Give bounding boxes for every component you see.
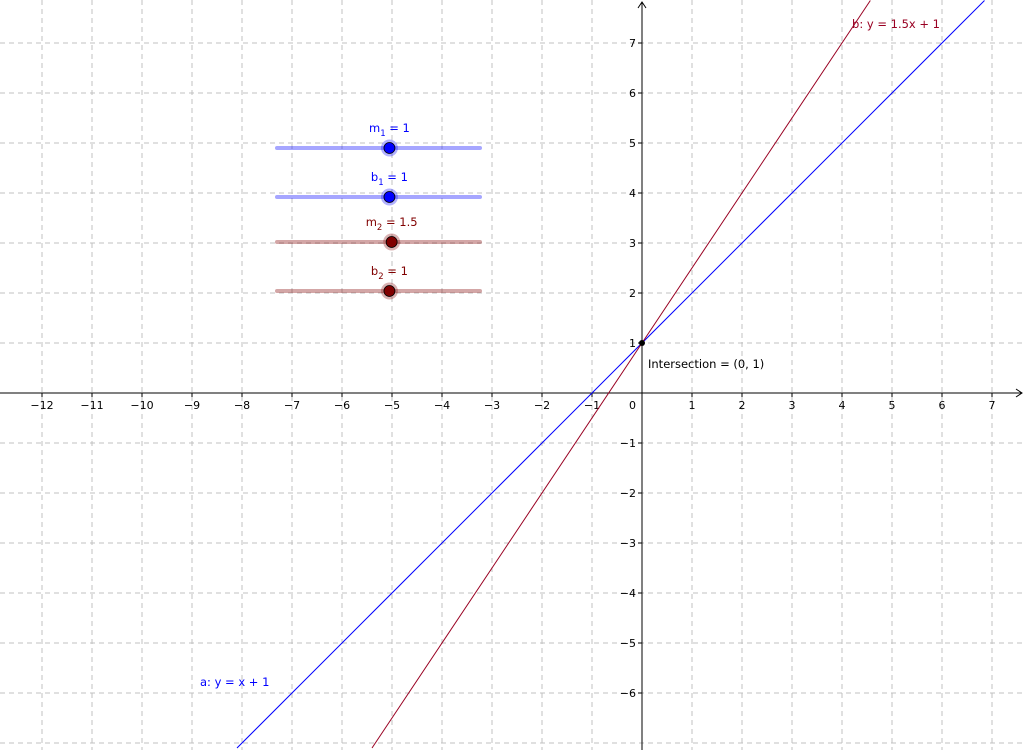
x-tick-label: 4 <box>839 399 846 412</box>
slider-m1-knob[interactable] <box>383 142 396 154</box>
slider-b2-knob[interactable] <box>383 285 396 297</box>
y-tick-label: −6 <box>620 687 636 700</box>
line-a-label: a: y = x + 1 <box>200 675 269 689</box>
y-tick-label: −1 <box>620 437 636 450</box>
y-tick-label: 1 <box>629 337 636 350</box>
x-tick-label: −6 <box>334 399 350 412</box>
y-tick-label: −5 <box>620 637 636 650</box>
y-tick-label: 4 <box>629 187 636 200</box>
slider-b2-label: b2 = 1 <box>371 264 408 282</box>
slider-m1-label: m1 = 1 <box>369 121 410 139</box>
x-tick-label: −9 <box>184 399 200 412</box>
x-tick-label: −4 <box>434 399 450 412</box>
lines: a: y = x + 1 b: y = 1.5x + 1 <box>200 0 985 749</box>
x-tick-label: 3 <box>789 399 796 412</box>
y-tick-label: 3 <box>629 237 636 250</box>
intersection-label: Intersection = (0, 1) <box>648 357 764 371</box>
line-a[interactable] <box>236 0 985 749</box>
slider-m2-knob[interactable] <box>385 236 398 248</box>
points: Intersection = (0, 1) <box>639 340 764 371</box>
slider-b1[interactable]: b1 = 1 <box>275 170 482 206</box>
y-tick-label: −4 <box>620 587 636 600</box>
x-tick-label: 6 <box>939 399 946 412</box>
slider-b2[interactable]: b2 = 1 <box>275 264 482 300</box>
x-tick-label: −11 <box>80 399 103 412</box>
origin-label: 0 <box>629 399 636 412</box>
line-b-label: b: y = 1.5x + 1 <box>852 17 940 31</box>
x-tick-label: −8 <box>234 399 250 412</box>
x-tick-label: 7 <box>989 399 996 412</box>
slider-m2[interactable]: m2 = 1.5 <box>275 215 482 251</box>
slider-m1[interactable]: m1 = 1 <box>275 121 482 157</box>
y-axis-arrow-icon <box>637 1 647 9</box>
y-tick-label: 6 <box>629 87 636 100</box>
line-b[interactable] <box>371 0 871 749</box>
sliders: m1 = 1 b1 = 1 m2 = 1.5 b2 = 1 <box>275 121 482 300</box>
slider-m2-label: m2 = 1.5 <box>366 215 418 233</box>
x-tick-label: −5 <box>384 399 400 412</box>
slider-b1-label: b1 = 1 <box>371 170 408 188</box>
x-tick-label: −12 <box>30 399 53 412</box>
y-tick-label: 5 <box>629 137 636 150</box>
x-axis-arrow-icon <box>1015 388 1023 398</box>
y-tick-label: −2 <box>620 487 636 500</box>
x-tick-label: −2 <box>534 399 550 412</box>
y-tick-label: −3 <box>620 537 636 550</box>
y-tick-label: 2 <box>629 287 636 300</box>
intersection-point[interactable] <box>639 340 645 346</box>
x-tick-label: −1 <box>584 399 600 412</box>
x-tick-label: −10 <box>130 399 153 412</box>
x-tick-label: −3 <box>484 399 500 412</box>
x-tick-label: 2 <box>739 399 746 412</box>
slider-b1-knob[interactable] <box>383 191 396 203</box>
x-tick-label: 1 <box>689 399 696 412</box>
x-tick-label: −7 <box>284 399 300 412</box>
x-tick-label: 5 <box>889 399 896 412</box>
y-tick-label: 7 <box>629 37 636 50</box>
